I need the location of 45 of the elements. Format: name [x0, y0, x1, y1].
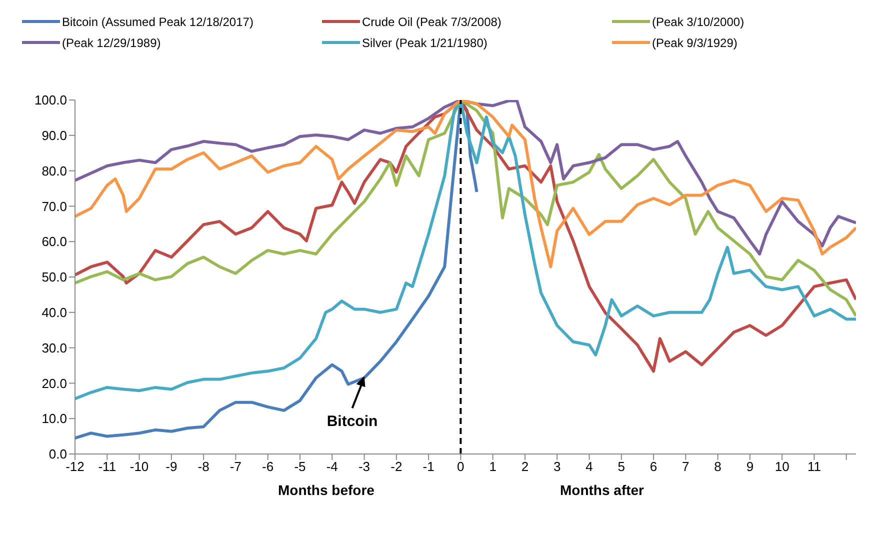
x-tick-label: 5: [618, 459, 625, 474]
x-tick-label: 9: [746, 459, 754, 474]
x-tick-label: -11: [98, 459, 116, 474]
x-tick-label: -4: [326, 459, 338, 474]
x-tick-label: -1: [422, 459, 434, 474]
y-tick-label: 40.0: [42, 305, 67, 320]
x-tick-label: -8: [198, 459, 210, 474]
legend-label: Bitcoin (Assumed Peak 12/18/2017): [62, 14, 254, 28]
y-tick-label: 0.0: [48, 446, 67, 462]
x-tick-label: -5: [294, 459, 306, 474]
y-tick-label: 60.0: [42, 234, 67, 250]
annotation: Bitcoin: [326, 413, 378, 430]
x-tick-label: 4: [586, 459, 593, 474]
x-tick-label: -9: [166, 459, 178, 474]
y-tick-label: 80.0: [42, 163, 67, 178]
x-tick-label: 11: [807, 459, 821, 474]
text: Months after: [560, 482, 644, 498]
x-tick-label: 3: [553, 459, 561, 474]
y-tick-label: 50.0: [42, 270, 67, 285]
x-tick-label: 8: [714, 459, 722, 474]
x-tick-label: 6: [650, 459, 658, 474]
y-tick-label: 20.0: [42, 376, 67, 391]
y-tick-label: 70.0: [42, 198, 67, 214]
legend-label: Silver (Peak 1/21/1980): [362, 36, 488, 50]
x-tick-label: 2: [521, 459, 529, 474]
legend-label: (Peak 12/29/1989): [62, 36, 161, 50]
text: Months before: [278, 482, 374, 498]
y-tick-label: 100.0: [34, 92, 67, 108]
x-tick-label: -10: [130, 459, 149, 474]
legend-label: (Peak 3/10/2000): [652, 14, 744, 28]
x-tick-label: 0: [457, 459, 464, 474]
x-tick-label: -12: [66, 459, 84, 474]
x-tick-label: 1: [489, 459, 496, 474]
y-tick-label: 10.0: [42, 411, 67, 426]
x-tick-label: -7: [230, 459, 242, 474]
y-tick-label: 90.0: [42, 128, 67, 144]
y-tick-label: 30.0: [42, 340, 67, 356]
legend-label: Crude Oil (Peak 7/3/2008): [362, 14, 502, 28]
legend-label: (Peak 9/3/1929): [652, 36, 738, 50]
x-tick-label: -6: [262, 459, 274, 474]
x-tick-label: 10: [774, 459, 790, 474]
line-series: [75, 100, 856, 318]
x-tick-label: -2: [390, 459, 402, 474]
x-tick-label: -3: [358, 459, 370, 474]
x-tick-label: 7: [682, 459, 690, 474]
